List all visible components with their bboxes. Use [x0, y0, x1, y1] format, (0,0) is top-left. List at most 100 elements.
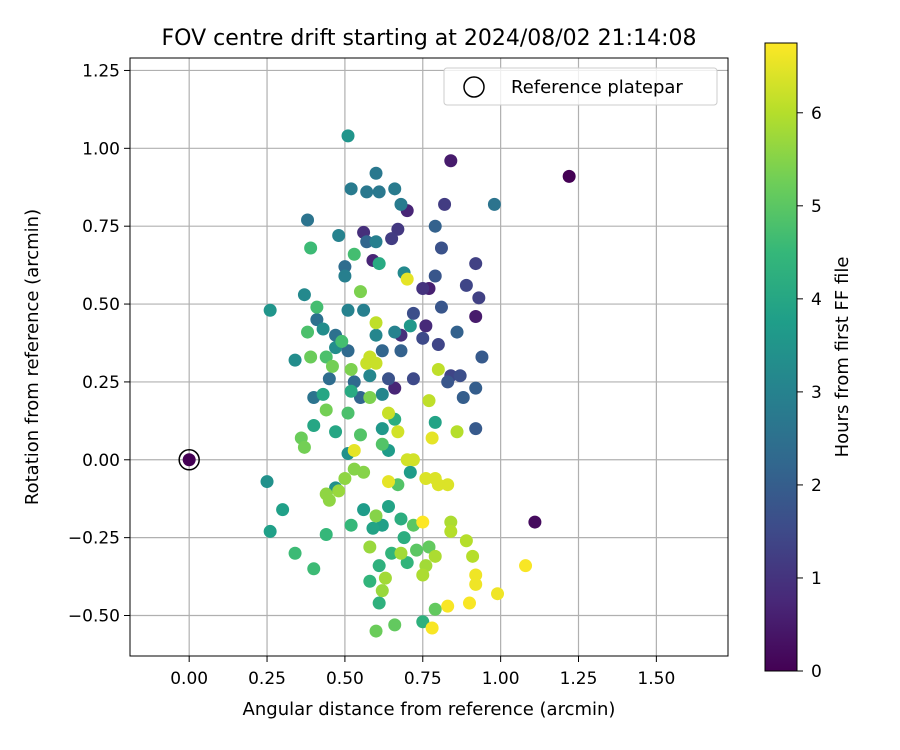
data-point [357, 303, 371, 317]
y-tick-label: −0.25 [68, 529, 120, 549]
data-point [391, 222, 405, 236]
x-tick-label: 1.50 [637, 669, 675, 689]
data-point [322, 493, 336, 507]
data-point [375, 437, 389, 451]
data-point [319, 350, 333, 364]
data-point [441, 375, 455, 389]
data-point [388, 325, 402, 339]
data-point [297, 288, 311, 302]
x-tick-label: 0.75 [404, 669, 442, 689]
x-tick-label: 1.00 [482, 669, 520, 689]
data-point [263, 524, 277, 538]
data-points [260, 129, 576, 638]
reference-marker [178, 449, 200, 471]
data-point [363, 369, 377, 383]
data-point [347, 443, 361, 457]
data-point [344, 518, 358, 532]
data-point [344, 384, 358, 398]
data-point [416, 568, 430, 582]
data-point [263, 303, 277, 317]
x-axis-ticks: 0.00 0.25 0.50 0.75 1.00 1.25 1.50 [170, 656, 675, 689]
data-point [322, 372, 336, 386]
data-point [360, 235, 374, 249]
data-point [406, 372, 420, 386]
data-point [416, 331, 430, 345]
y-tick-label: 0.50 [82, 295, 120, 315]
data-point [353, 428, 367, 442]
data-point [276, 503, 290, 517]
data-point [444, 515, 458, 529]
data-point [422, 540, 436, 554]
data-point [382, 500, 396, 513]
data-point [469, 310, 483, 324]
data-point [372, 185, 386, 199]
data-point [375, 344, 389, 358]
colorbar-tick-label: 5 [811, 197, 822, 217]
data-point [450, 325, 464, 339]
data-point [304, 350, 318, 364]
data-point [360, 356, 374, 370]
data-point [441, 599, 455, 613]
data-point [487, 197, 501, 211]
data-point [353, 285, 367, 299]
data-point [459, 278, 473, 292]
data-point [375, 387, 389, 401]
data-point [431, 362, 445, 376]
data-point [307, 562, 321, 576]
data-point [385, 546, 399, 560]
data-point [422, 394, 436, 408]
colorbar [764, 42, 798, 672]
data-point [441, 478, 455, 492]
colorbar-tick-label: 4 [811, 290, 822, 310]
data-point [363, 540, 377, 554]
data-point [425, 431, 439, 445]
x-axis-label: Angular distance from reference (arcmin) [243, 699, 616, 720]
data-point [394, 512, 408, 526]
data-point [353, 390, 367, 404]
data-point [307, 419, 321, 433]
y-tick-label: 0.00 [82, 451, 120, 471]
data-point [338, 471, 352, 485]
data-point [372, 559, 386, 573]
data-point [369, 166, 383, 180]
data-point [388, 182, 402, 196]
data-point [428, 602, 442, 616]
data-point [428, 549, 442, 563]
data-point [434, 241, 448, 255]
data-point [469, 568, 483, 582]
data-point [366, 521, 380, 535]
data-point [332, 229, 346, 243]
legend-label-reference: Reference platepar [511, 77, 683, 98]
data-point [341, 129, 355, 143]
data-point [391, 425, 405, 439]
reference-point [182, 453, 196, 467]
x-tick-label: 0.25 [248, 669, 286, 689]
data-point [385, 232, 399, 246]
data-point [416, 615, 430, 629]
data-point [450, 425, 464, 439]
data-point [341, 303, 355, 317]
colorbar-tick-label: 0 [811, 662, 822, 682]
data-point [406, 306, 420, 320]
data-point [528, 515, 542, 529]
y-tick-label: 1.00 [82, 139, 120, 159]
data-point [310, 300, 324, 314]
data-point [369, 316, 383, 330]
data-point [428, 269, 442, 283]
data-point [444, 154, 458, 168]
data-point [347, 462, 361, 476]
x-tick-label: 0.00 [170, 669, 208, 689]
data-point [459, 534, 473, 548]
data-point [310, 313, 324, 327]
data-point [419, 319, 433, 333]
data-point [469, 381, 483, 395]
legend-marker-reference [463, 76, 485, 98]
data-point [438, 197, 452, 211]
data-point [403, 319, 417, 333]
data-point [382, 406, 396, 420]
data-point [469, 577, 483, 591]
data-point [363, 390, 377, 404]
data-point [416, 515, 430, 529]
data-point [375, 584, 389, 598]
